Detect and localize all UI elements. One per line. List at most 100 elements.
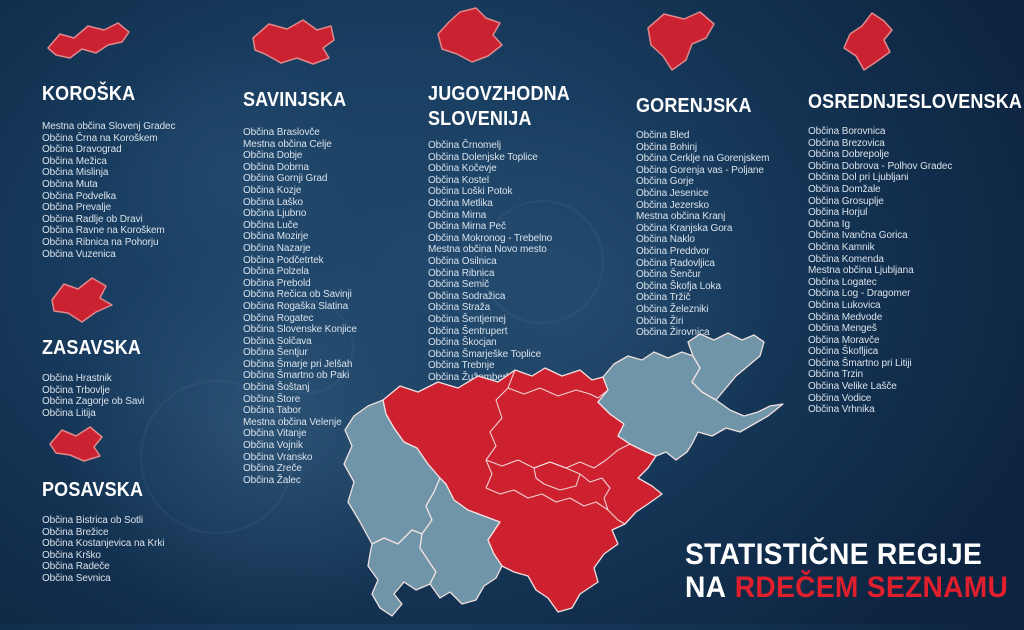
municipality-item: Občina Komenda xyxy=(808,253,884,265)
map-gray-region-far-northeast xyxy=(687,332,765,401)
municipality-item: Občina Gorenja vas - Poljane xyxy=(636,164,764,176)
municipality-item: Občina Šmarje pri Jelšah xyxy=(243,358,353,370)
municipality-item: Občina Ig xyxy=(808,218,850,230)
municipality-item: Občina Žiri xyxy=(636,315,684,327)
municipality-item: Občina Žužemberk xyxy=(428,371,511,383)
municipality-item: Mestna občina Velenje xyxy=(243,416,342,428)
municipality-item: Občina Ravne na Koroškem xyxy=(42,225,165,237)
municipality-item: Občina Jesenice xyxy=(636,187,709,199)
municipality-item: Občina Krško xyxy=(42,549,101,561)
municipality-item: Občina Šmartno ob Paki xyxy=(243,370,350,382)
municipality-list-gorenjska: Občina Bled Občina Bohinj Občina Cerklje n… xyxy=(636,130,806,339)
municipality-item: Občina Zreče xyxy=(243,463,302,475)
region-block-osrednjeslovenska: OSREDNJESLOVENSKA Občina Borovnica Občina… xyxy=(808,10,1023,416)
municipality-item: Mestna občina Celje xyxy=(243,138,332,150)
municipality-item: Občina Kostanjevica na Krki xyxy=(42,538,165,550)
region-title-zasavska: ZASAVSKA xyxy=(42,337,142,359)
municipality-item: Občina Vrhnika xyxy=(808,404,875,416)
municipality-item: Občina Velike Lašče xyxy=(808,381,897,393)
municipality-item: Mestna občina Kranj xyxy=(636,211,726,223)
municipality-item: Občina Brežice xyxy=(42,526,109,538)
municipality-item: Občina Zagorje ob Savi xyxy=(42,396,145,408)
municipality-item: Občina Štore xyxy=(243,393,301,405)
region-title-koroska: KOROŠKA xyxy=(42,83,136,105)
region-title-osrednjeslovenska: OSREDNJESLOVENSKA xyxy=(808,91,1023,113)
osrednjeslovenska-region-shape-icon xyxy=(836,10,970,74)
gorenjska-region-shape-icon xyxy=(638,8,806,78)
title-line2: NA RDEČEM SEZNAMU xyxy=(685,571,1008,604)
municipality-item: Mestna občina Slovenj Gradec xyxy=(42,121,176,132)
municipality-item: Občina Braslovče xyxy=(243,127,320,138)
title-line2-highlight: RDEČEM SEZNAMU xyxy=(734,571,1009,604)
municipality-item: Občina Mežica xyxy=(42,155,107,167)
municipality-item: Občina Mozirje xyxy=(243,231,309,243)
municipality-item: Občina Polzela xyxy=(243,266,309,278)
municipality-item: Občina Vojnik xyxy=(243,440,303,452)
municipality-item: Občina Podčetrtek xyxy=(243,254,324,266)
municipality-item: Občina Dravograd xyxy=(42,144,122,156)
municipality-list-posavska: Občina Bistrica ob Sotli Občina Brežice Ob… xyxy=(42,515,232,585)
region-title-savinjska: SAVINJSKA xyxy=(243,89,347,111)
municipality-list-zasavska: Občina Hrastnik Občina Trbovlje Občina Zag… xyxy=(42,373,232,419)
municipality-item: Občina Mirna xyxy=(428,209,487,221)
municipality-item: Občina Dobrova - Polhov Gradec xyxy=(808,160,953,172)
municipality-item: Občina Trebnje xyxy=(428,360,495,372)
posavska-region-shape-icon xyxy=(44,420,232,468)
municipality-item: Občina Škofja Loka xyxy=(636,280,721,292)
municipality-item: Občina Mirna Peč xyxy=(428,221,506,233)
municipality-item: Občina Mislinja xyxy=(42,167,109,179)
map-gray-region-northeast xyxy=(597,351,784,461)
municipality-item: Občina Dobje xyxy=(243,150,303,162)
municipality-item: Občina Gornji Grad xyxy=(243,173,328,185)
municipality-item: Občina Šmartno pri Litiji xyxy=(808,357,912,369)
region-title-jugovzhodna-slovenija: JUGOVZHODNA SLOVENIJA xyxy=(428,83,570,130)
municipality-item: Občina Horjul xyxy=(808,207,868,219)
municipality-item: Občina Logatec xyxy=(808,276,877,288)
municipality-item: Občina Tabor xyxy=(243,405,302,417)
municipality-item: Občina Šentrupert xyxy=(428,325,508,337)
municipality-item: Občina Škofljica xyxy=(808,346,879,358)
municipality-item: Občina Ribnica na Pohorju xyxy=(42,236,159,248)
municipality-item: Občina Gorje xyxy=(636,176,694,188)
municipality-item: Občina Log - Dragomer xyxy=(808,288,911,300)
region-block-koroska: KOROŠKA Mestna občina Slovenj Gradec Obči… xyxy=(42,18,232,260)
municipality-item: Občina Rogatec xyxy=(243,312,314,324)
municipality-item: Občina Loški Potok xyxy=(428,186,513,198)
municipality-item: Občina Šentjernej xyxy=(428,313,506,325)
municipality-item: Občina Solčava xyxy=(243,335,312,347)
municipality-item: Občina Ivančna Gorica xyxy=(808,230,908,242)
municipality-item: Občina Dobrna xyxy=(243,161,309,173)
municipality-item: Občina Prevalje xyxy=(42,202,112,214)
municipality-item: Občina Žalec xyxy=(243,474,301,486)
municipality-item: Občina Vransko xyxy=(243,451,313,463)
region-title-gorenjska: GORENJSKA xyxy=(636,95,752,117)
municipality-item: Občina Radeče xyxy=(42,561,110,573)
municipality-item: Občina Sevnica xyxy=(42,572,111,584)
region-block-posavska: POSAVSKA Občina Bistrica ob Sotli Občina … xyxy=(42,420,232,585)
municipality-item: Občina Železniki xyxy=(636,303,709,315)
municipality-item: Občina Radlje ob Dravi xyxy=(42,213,143,225)
title-line1: STATISTIČNE REGIJE xyxy=(685,538,983,571)
municipality-item: Občina Preddvor xyxy=(636,245,710,257)
municipality-item: Občina Vuzenica xyxy=(42,248,116,260)
municipality-item: Občina Luče xyxy=(243,219,299,231)
municipality-item: Občina Slovenske Konjice xyxy=(243,324,357,336)
municipality-item: Občina Ribnica xyxy=(428,267,495,279)
slovenia-regions-map xyxy=(343,332,784,617)
municipality-item: Občina Naklo xyxy=(636,234,695,246)
municipality-list-jugovzhodna-slovenija: Občina Črnomelj Občina Dolenjske Toplice O… xyxy=(428,140,618,383)
municipality-item: Občina Vitanje xyxy=(243,428,307,440)
municipality-item: Občina Mokronog - Trebelno xyxy=(428,232,553,244)
municipality-item: Občina Radovljica xyxy=(636,257,715,269)
municipality-item: Občina Šentjur xyxy=(243,347,308,359)
municipality-item: Občina Ljubno xyxy=(243,208,307,220)
region-block-gorenjska: GORENJSKA Občina Bled Občina Bohinj Občina… xyxy=(636,8,806,339)
municipality-item: Občina Kamnik xyxy=(808,241,875,253)
municipality-item: Občina Mengeš xyxy=(808,323,877,335)
map-internal-borders xyxy=(485,369,631,525)
municipality-item: Občina Medvode xyxy=(808,311,883,323)
municipality-item: Mestna občina Ljubljana xyxy=(808,265,914,277)
municipality-item: Občina Kostel xyxy=(428,174,489,186)
municipality-item: Občina Škocjan xyxy=(428,337,497,349)
municipality-item: Občina Šenčur xyxy=(636,269,701,281)
